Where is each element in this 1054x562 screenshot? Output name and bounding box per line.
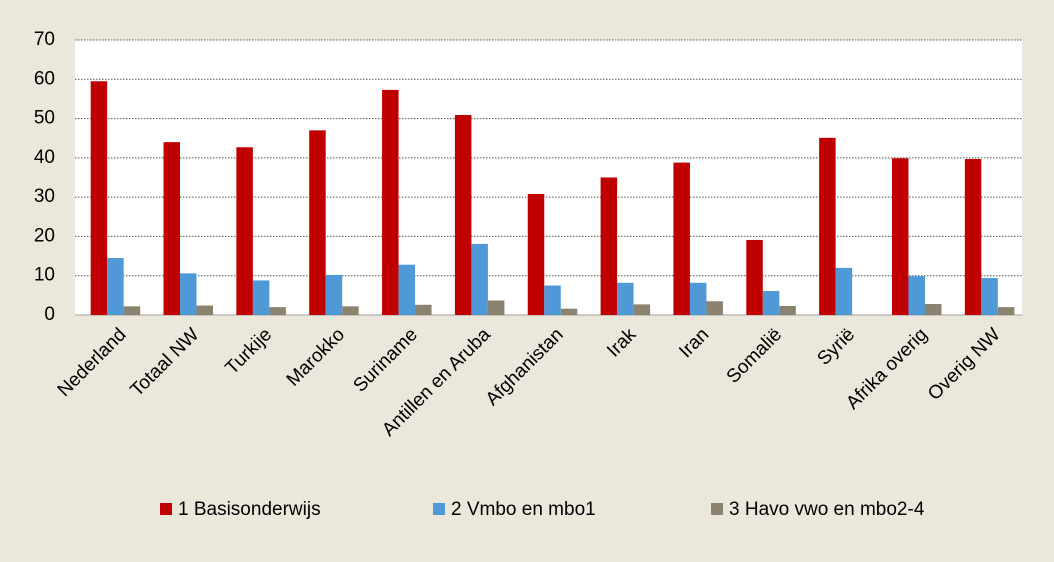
- bar: [471, 243, 488, 315]
- bar: [891, 158, 909, 315]
- bar: [487, 300, 505, 315]
- legend-label: 3 Havo vwo en mbo2-4: [729, 499, 925, 520]
- bar: [908, 276, 925, 315]
- legend-swatch: [160, 503, 172, 515]
- bar: [633, 304, 651, 315]
- y-tick-label: 40: [34, 147, 55, 168]
- bar: [325, 274, 343, 315]
- bar: [673, 162, 690, 315]
- bar: [746, 239, 763, 315]
- legend-label: 2 Vmbo en mbo1: [451, 499, 596, 520]
- bar: [107, 258, 124, 315]
- bar: [196, 305, 214, 315]
- bar: [90, 81, 108, 315]
- bar: [309, 130, 326, 315]
- bar: [342, 306, 359, 315]
- bar: [269, 307, 286, 315]
- bar: [398, 264, 416, 315]
- legend-swatch: [433, 503, 445, 515]
- bar: [527, 194, 545, 315]
- y-tick-label: 30: [34, 186, 55, 207]
- bar: [981, 278, 998, 315]
- y-tick-label: 60: [34, 68, 55, 89]
- bar: [236, 147, 253, 315]
- bar: [762, 291, 780, 315]
- y-tick-label: 0: [44, 304, 55, 325]
- bar: [819, 137, 836, 315]
- bar: [180, 273, 197, 315]
- y-tick-label: 20: [34, 225, 55, 246]
- legend-swatch: [711, 503, 723, 515]
- bar: [544, 285, 561, 315]
- bar: [600, 177, 618, 315]
- bar: [123, 306, 141, 315]
- bar: [560, 308, 578, 315]
- bar: [163, 142, 181, 315]
- bar: [382, 89, 399, 316]
- bar: [454, 115, 472, 316]
- bar: [779, 305, 796, 315]
- y-tick-label: 10: [34, 265, 55, 286]
- legend-label: 1 Basisonderwijs: [178, 499, 321, 520]
- bar: [924, 304, 942, 315]
- bar: [997, 307, 1015, 315]
- bar: [415, 304, 432, 315]
- bar: [252, 280, 270, 315]
- bar: [835, 267, 853, 315]
- bar: [706, 301, 723, 315]
- bar: [964, 159, 982, 315]
- plot-area: [75, 40, 1022, 315]
- bar: [689, 282, 707, 315]
- y-tick-label: 50: [34, 108, 55, 129]
- y-tick-label: 70: [34, 29, 55, 50]
- bar: [617, 282, 634, 315]
